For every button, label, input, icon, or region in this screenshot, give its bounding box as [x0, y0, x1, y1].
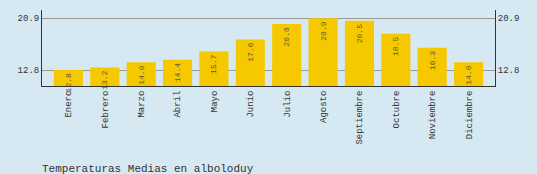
svg-text:20.5: 20.5: [355, 24, 364, 43]
svg-text:12.8: 12.8: [64, 73, 73, 92]
svg-text:14.4: 14.4: [173, 63, 182, 82]
svg-text:Septiembre: Septiembre: [355, 91, 365, 145]
svg-text:12.8: 12.8: [498, 66, 520, 76]
svg-text:Julio: Julio: [283, 91, 293, 118]
svg-text:Agosto: Agosto: [319, 91, 329, 123]
svg-text:Enero: Enero: [64, 91, 74, 118]
svg-text:13.2: 13.2: [100, 70, 109, 89]
svg-text:15.7: 15.7: [209, 55, 218, 74]
svg-text:Temperaturas Medias en albolod: Temperaturas Medias en alboloduy: [42, 163, 254, 174]
svg-text:Abril: Abril: [173, 91, 183, 118]
svg-text:Junio: Junio: [246, 91, 256, 118]
svg-text:Febrero: Febrero: [101, 91, 111, 129]
svg-text:20.0: 20.0: [282, 27, 291, 46]
svg-text:12.8: 12.8: [18, 66, 40, 76]
svg-text:14.0: 14.0: [464, 65, 473, 84]
svg-text:16.3: 16.3: [428, 51, 437, 70]
svg-text:Noviembre: Noviembre: [428, 91, 438, 140]
svg-text:Mayo: Mayo: [210, 91, 220, 113]
svg-text:20.9: 20.9: [18, 14, 40, 24]
svg-text:Octubre: Octubre: [392, 91, 402, 129]
svg-text:Diciembre: Diciembre: [465, 91, 475, 140]
svg-text:18.5: 18.5: [391, 37, 400, 56]
svg-text:Marzo: Marzo: [137, 91, 147, 118]
svg-text:20.9: 20.9: [319, 21, 328, 40]
svg-text:17.6: 17.6: [246, 42, 255, 61]
svg-text:20.9: 20.9: [498, 14, 520, 24]
svg-text:14.0: 14.0: [137, 65, 146, 84]
